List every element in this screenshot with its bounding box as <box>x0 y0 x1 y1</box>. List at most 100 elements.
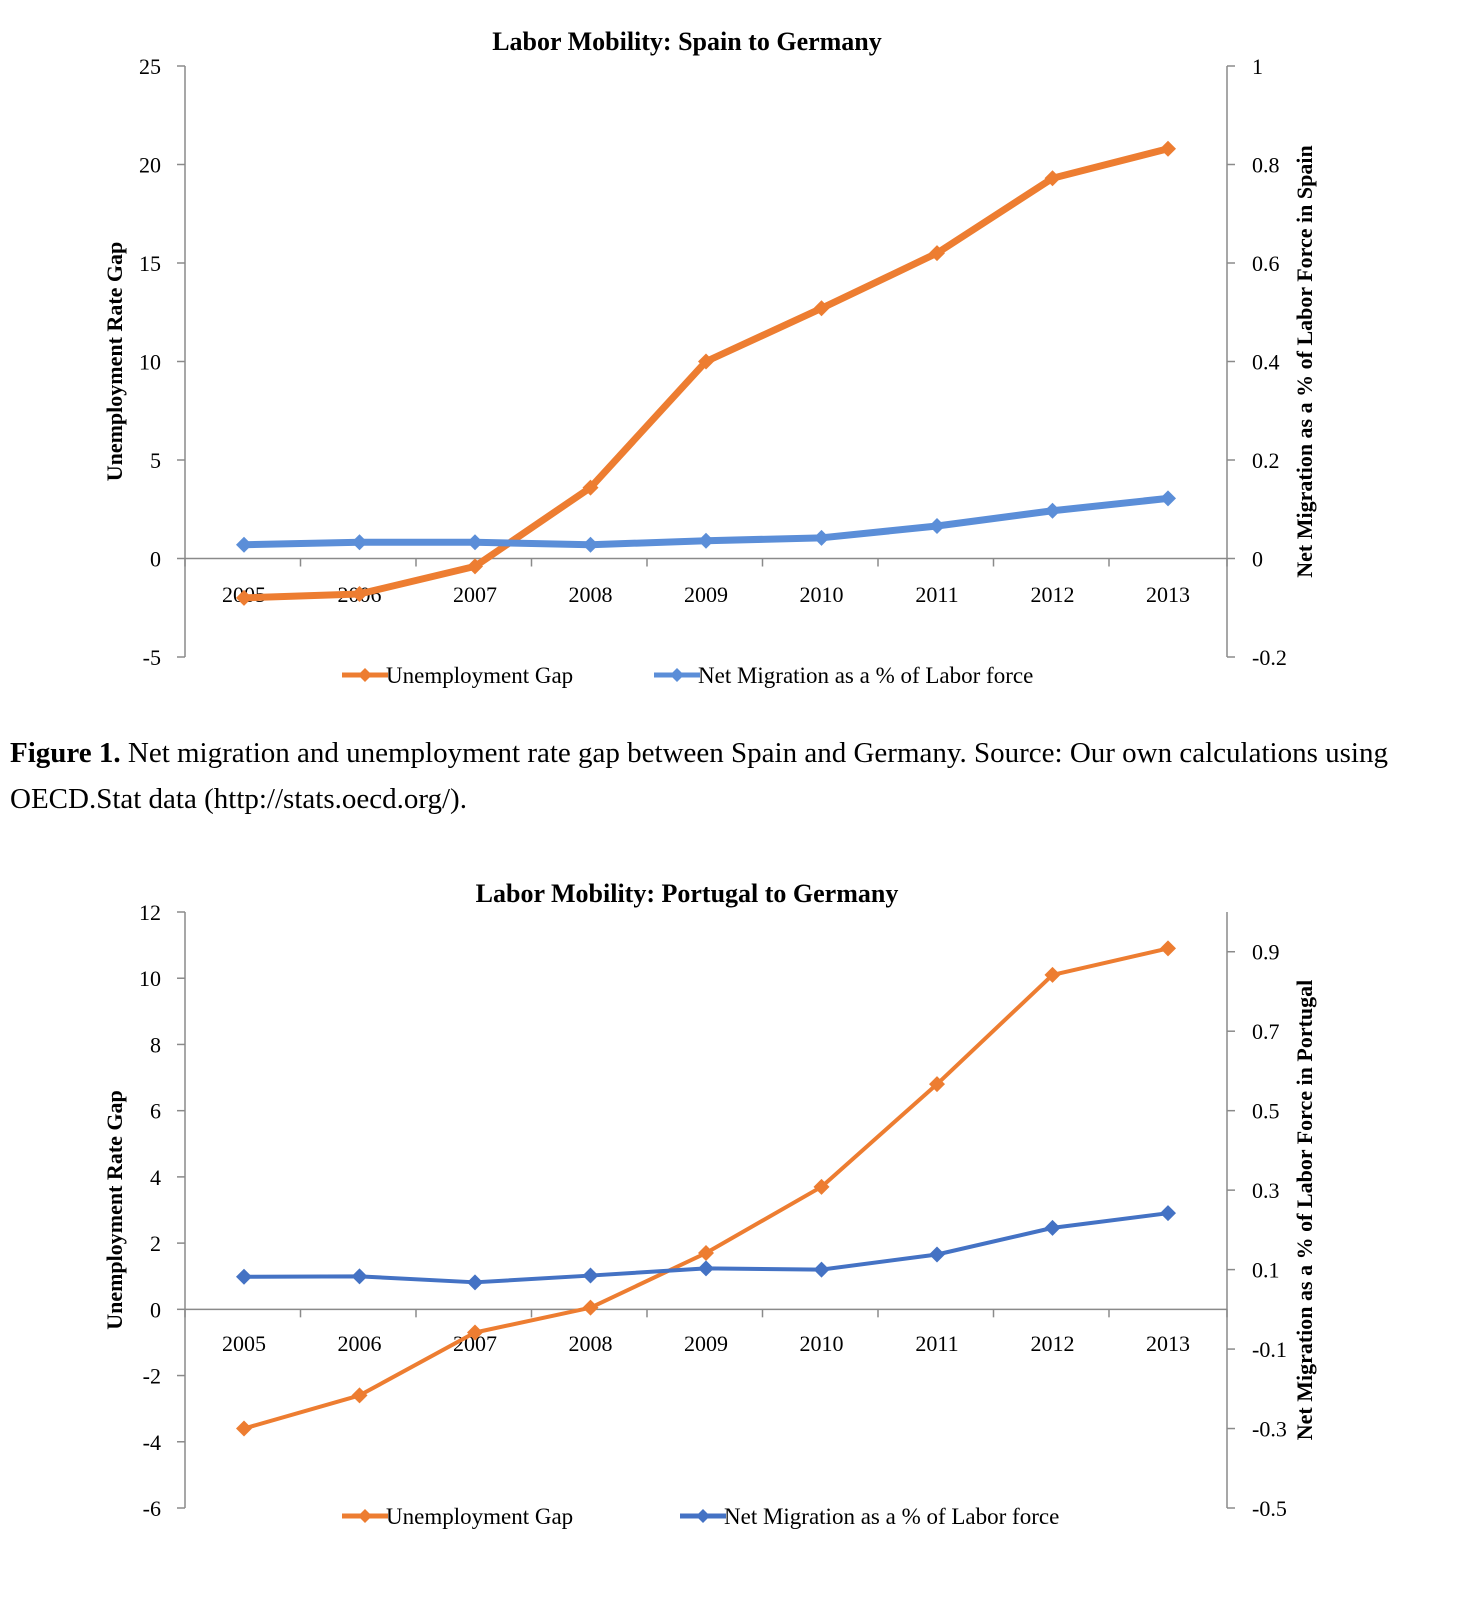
caption-label: Figure 1. <box>10 737 121 769</box>
series-line-unemployment-gap <box>240 145 1172 602</box>
data-point-net-migration <box>1160 1205 1176 1222</box>
left-tick-label: 15 <box>139 251 161 276</box>
data-point-net-migration <box>236 1268 252 1285</box>
data-point-net-migration <box>813 1261 830 1278</box>
left-tick-label: 6 <box>150 1099 161 1124</box>
right-tick-label: 0.1 <box>1252 1258 1280 1283</box>
data-point-unemployment-gap <box>582 1299 599 1316</box>
data-point-unemployment-gap <box>236 1420 252 1437</box>
data-point-unemployment-gap <box>1044 966 1061 983</box>
right-tick-label: -0.3 <box>1252 1417 1287 1442</box>
left-tick-label: 2 <box>150 1231 161 1256</box>
data-point-unemployment-gap <box>582 479 599 496</box>
right-tick-label: 0.6 <box>1252 251 1280 276</box>
x-tick-label: 2012 <box>1031 582 1075 607</box>
y-axis-title: Unemployment Rate Gap <box>102 1090 127 1330</box>
data-point-net-migration <box>929 517 945 534</box>
x-tick-label: 2009 <box>684 1331 728 1356</box>
data-point-unemployment-gap <box>467 1324 483 1341</box>
right-tick-label: 0.8 <box>1252 153 1280 178</box>
data-point-net-migration <box>236 536 252 553</box>
left-tick-label: -6 <box>143 1496 161 1521</box>
left-tick-label: 12 <box>139 900 161 925</box>
legend-label: Net Migration as a % of Labor force <box>724 1504 1059 1529</box>
data-point-net-migration <box>1044 502 1061 519</box>
right-tick-label: 0.7 <box>1252 1019 1280 1044</box>
legend-label: Unemployment Gap <box>386 663 573 688</box>
left-tick-label: -5 <box>143 645 161 670</box>
right-tick-label: 0 <box>1252 547 1263 572</box>
data-point-net-migration <box>467 1274 483 1291</box>
data-point-unemployment-gap <box>1160 940 1176 957</box>
left-tick-label: 0 <box>150 1297 161 1322</box>
data-point-net-migration <box>813 529 830 546</box>
chart-title: Labor Mobility: Portugal to Germany <box>476 879 899 908</box>
data-point-net-migration <box>351 534 368 551</box>
x-tick-label: 2010 <box>800 582 844 607</box>
figure-caption: Figure 1. Net migration and unemployment… <box>10 730 1450 822</box>
right-tick-label: -0.2 <box>1252 645 1287 670</box>
right-tick-label: 0.2 <box>1252 448 1280 473</box>
legend-marker <box>358 1509 372 1523</box>
x-tick-label: 2007 <box>453 582 497 607</box>
legend-marker <box>670 668 684 682</box>
legend-marker <box>358 668 372 682</box>
data-point-unemployment-gap <box>467 558 483 575</box>
legend-label: Net Migration as a % of Labor force <box>698 663 1033 688</box>
chart-portugal-germany: Labor Mobility: Portugal to Germany -6 -4 -… <box>102 879 1317 1529</box>
x-tick-label: 2010 <box>800 1331 844 1356</box>
right-tick-label: 1 <box>1252 54 1263 79</box>
data-point-unemployment-gap <box>929 1076 945 1093</box>
left-tick-label: -2 <box>143 1364 161 1389</box>
left-tick-label: 4 <box>150 1165 161 1190</box>
caption-text: Net migration and unemployment rate gap … <box>10 737 1388 815</box>
data-point-net-migration <box>1160 490 1176 507</box>
y-axis-title: Unemployment Rate Gap <box>102 242 127 482</box>
right-tick-label: 0.4 <box>1252 350 1280 375</box>
x-tick-label: 2008 <box>569 1331 613 1356</box>
right-tick-label: -0.1 <box>1252 1337 1287 1362</box>
data-point-unemployment-gap <box>1160 140 1176 157</box>
x-tick-label: 2005 <box>222 1331 266 1356</box>
x-tick-label: 2012 <box>1031 1331 1075 1356</box>
left-tick-label: 0 <box>150 547 161 572</box>
right-tick-label: 0.5 <box>1252 1099 1280 1124</box>
chart-title: Labor Mobility: Spain to Germany <box>492 27 882 56</box>
series-line-unemployment-gap <box>242 946 1170 1431</box>
left-tick-label: 8 <box>150 1032 161 1057</box>
data-point-net-migration <box>698 1260 714 1277</box>
left-tick-label: 10 <box>139 966 161 991</box>
data-point-unemployment-gap <box>813 1178 830 1195</box>
data-point-unemployment-gap <box>813 300 830 317</box>
left-tick-label: 5 <box>150 448 161 473</box>
left-tick-label: 10 <box>139 350 161 375</box>
left-tick-label: -4 <box>143 1430 161 1455</box>
data-point-unemployment-gap <box>1044 170 1061 187</box>
data-point-unemployment-gap <box>351 585 368 602</box>
x-tick-label: 2011 <box>915 1331 958 1356</box>
left-tick-label: 25 <box>139 54 161 79</box>
legend-marker <box>696 1509 710 1523</box>
data-point-unemployment-gap <box>351 1387 368 1404</box>
data-point-unemployment-gap <box>698 1245 714 1262</box>
left-tick-label: 20 <box>139 153 161 178</box>
data-point-unemployment-gap <box>698 353 714 370</box>
data-point-net-migration <box>467 534 483 551</box>
data-point-net-migration <box>698 532 714 549</box>
y2-axis-title: Net Migration as a % of Labor Force in P… <box>1292 980 1317 1441</box>
right-tick-label: 0.9 <box>1252 940 1280 965</box>
data-point-net-migration <box>351 1268 368 1285</box>
x-tick-label: 2006 <box>338 1331 382 1356</box>
data-point-unemployment-gap <box>236 589 252 606</box>
legend-label: Unemployment Gap <box>386 1504 573 1529</box>
right-tick-label: -0.5 <box>1252 1496 1287 1521</box>
data-point-unemployment-gap <box>929 245 945 262</box>
data-point-net-migration <box>1044 1219 1061 1236</box>
chart-spain-germany: Labor Mobility: Spain to Germany-5051015… <box>102 27 1317 688</box>
x-tick-label: 2008 <box>569 582 613 607</box>
right-tick-label: 0.3 <box>1252 1178 1280 1203</box>
x-tick-label: 2011 <box>915 582 958 607</box>
x-tick-label: 2009 <box>684 582 728 607</box>
x-tick-label: 2013 <box>1146 1331 1190 1356</box>
